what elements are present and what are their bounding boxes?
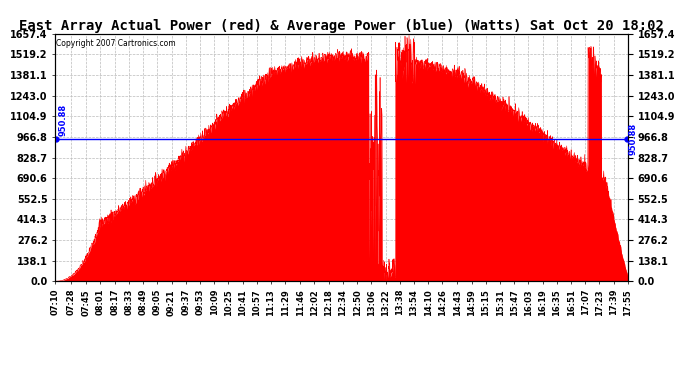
Text: Copyright 2007 Cartronics.com: Copyright 2007 Cartronics.com (57, 39, 176, 48)
Title: East Array Actual Power (red) & Average Power (blue) (Watts) Sat Oct 20 18:02: East Array Actual Power (red) & Average … (19, 19, 664, 33)
Text: 950.88: 950.88 (59, 104, 68, 136)
Text: 950.88: 950.88 (629, 123, 638, 155)
